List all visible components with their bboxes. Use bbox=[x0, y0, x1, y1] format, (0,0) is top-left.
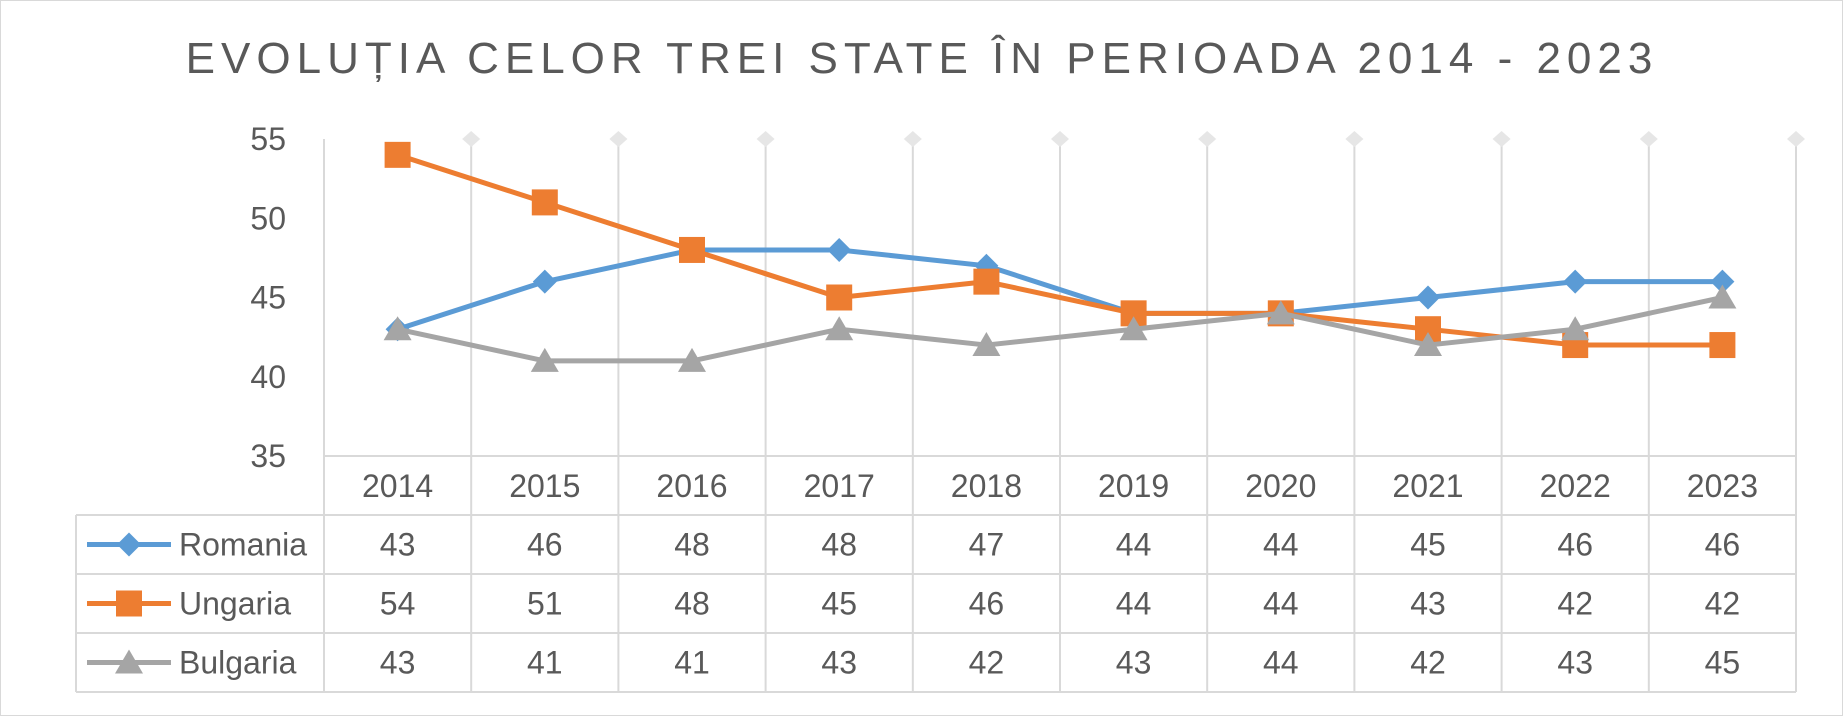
data-point bbox=[1710, 269, 1735, 294]
x-tick-label: 2015 bbox=[509, 468, 580, 504]
data-point bbox=[530, 347, 559, 372]
table-cell: 46 bbox=[1557, 527, 1593, 563]
gridline-end-marker bbox=[1051, 131, 1069, 147]
y-tick-label: 50 bbox=[250, 200, 286, 236]
legend-marker bbox=[115, 649, 143, 674]
legend-marker bbox=[116, 590, 142, 617]
table-cell: 42 bbox=[1557, 586, 1593, 622]
table-cell: 47 bbox=[969, 527, 1005, 563]
gridlines bbox=[462, 131, 1805, 456]
y-tick-label: 55 bbox=[250, 121, 286, 157]
data-point bbox=[679, 236, 705, 263]
table-cell: 43 bbox=[380, 645, 416, 681]
legend-marker bbox=[117, 532, 141, 557]
x-tick-label: 2018 bbox=[951, 468, 1022, 504]
data-point bbox=[1709, 332, 1736, 359]
x-tick-label: 2019 bbox=[1098, 468, 1169, 504]
data-point bbox=[972, 332, 1001, 357]
x-tick-label: 2017 bbox=[804, 468, 875, 504]
data-point bbox=[1119, 316, 1148, 341]
data-point bbox=[531, 189, 558, 216]
x-tick-label: 2014 bbox=[362, 468, 433, 504]
data-point bbox=[1414, 332, 1442, 357]
table-cell: 46 bbox=[969, 586, 1005, 622]
table-cell: 45 bbox=[1705, 645, 1741, 681]
table-cell: 48 bbox=[821, 527, 857, 563]
table-cell: 44 bbox=[1116, 527, 1152, 563]
data-point bbox=[678, 347, 706, 372]
y-tick-label: 35 bbox=[250, 438, 286, 474]
table-cell: 51 bbox=[527, 586, 563, 622]
y-tick-label: 45 bbox=[250, 280, 286, 316]
legend-label: Ungaria bbox=[179, 586, 291, 622]
table-cell: 42 bbox=[1410, 645, 1446, 681]
series-line bbox=[396, 247, 1723, 332]
data-point bbox=[532, 269, 557, 294]
data-point bbox=[1563, 269, 1588, 294]
table-cell: 41 bbox=[674, 645, 710, 681]
table-cell: 43 bbox=[380, 527, 416, 563]
chart-title: EVOLUȚIA CELOR TREI STATE ÎN PERIOADA 20… bbox=[186, 34, 1659, 83]
gridline-end-marker bbox=[462, 131, 481, 147]
x-tick-label: 2020 bbox=[1245, 468, 1316, 504]
data-point bbox=[384, 141, 411, 168]
data-point bbox=[1708, 284, 1737, 309]
gridline-end-marker bbox=[1639, 131, 1658, 147]
legend-label: Romania bbox=[179, 527, 307, 563]
series-group bbox=[383, 141, 1737, 372]
data-point bbox=[1561, 316, 1590, 341]
x-tick-label: 2023 bbox=[1687, 468, 1758, 504]
data-point bbox=[383, 316, 412, 341]
gridline-end-marker bbox=[609, 131, 628, 147]
data-point bbox=[827, 237, 852, 262]
table-cell: 45 bbox=[1410, 527, 1446, 563]
table-cell: 43 bbox=[1116, 645, 1152, 681]
x-tick-label: 2016 bbox=[656, 468, 727, 504]
gridline-end-marker bbox=[903, 131, 922, 147]
gridline-end-marker bbox=[1198, 131, 1217, 147]
x-tick-label: 2022 bbox=[1540, 468, 1611, 504]
data-table: 2014 2015 2016 2017 2018 2019 2020 2021 2022 2023… bbox=[75, 455, 1797, 693]
data-point bbox=[973, 268, 1000, 295]
table-cell: 44 bbox=[1263, 586, 1299, 622]
legend-label: Bulgaria bbox=[179, 645, 297, 681]
gridline-end-marker bbox=[1787, 131, 1805, 147]
table-cell: 46 bbox=[527, 527, 563, 563]
table-cell: 42 bbox=[969, 645, 1005, 681]
table-cell: 42 bbox=[1705, 586, 1741, 622]
data-point bbox=[1416, 285, 1440, 310]
data-point bbox=[825, 316, 854, 341]
series-bulgaria bbox=[383, 284, 1737, 372]
table-cell: 44 bbox=[1116, 586, 1152, 622]
y-axis-ticks: 35 40 45 50 55 bbox=[250, 121, 286, 474]
data-point bbox=[826, 284, 853, 311]
table-cell: 46 bbox=[1705, 527, 1741, 563]
series-line bbox=[397, 295, 1723, 364]
table-cell: 48 bbox=[674, 586, 710, 622]
table-cell: 45 bbox=[821, 586, 857, 622]
table-cell: 43 bbox=[821, 645, 857, 681]
y-tick-label: 40 bbox=[250, 359, 286, 395]
table-cell: 44 bbox=[1263, 645, 1299, 681]
table-cell: 43 bbox=[1557, 645, 1593, 681]
table-cell: 48 bbox=[674, 527, 710, 563]
gridline-end-marker bbox=[1345, 131, 1364, 147]
gridline-end-marker bbox=[1492, 131, 1511, 147]
x-tick-label: 2021 bbox=[1392, 468, 1463, 504]
data-point bbox=[1266, 300, 1295, 325]
gridline-end-marker bbox=[756, 131, 775, 147]
table-cell: 43 bbox=[1410, 586, 1446, 622]
table-cell: 44 bbox=[1263, 527, 1299, 563]
table-cell: 41 bbox=[527, 645, 563, 681]
table-cell: 54 bbox=[380, 586, 416, 622]
